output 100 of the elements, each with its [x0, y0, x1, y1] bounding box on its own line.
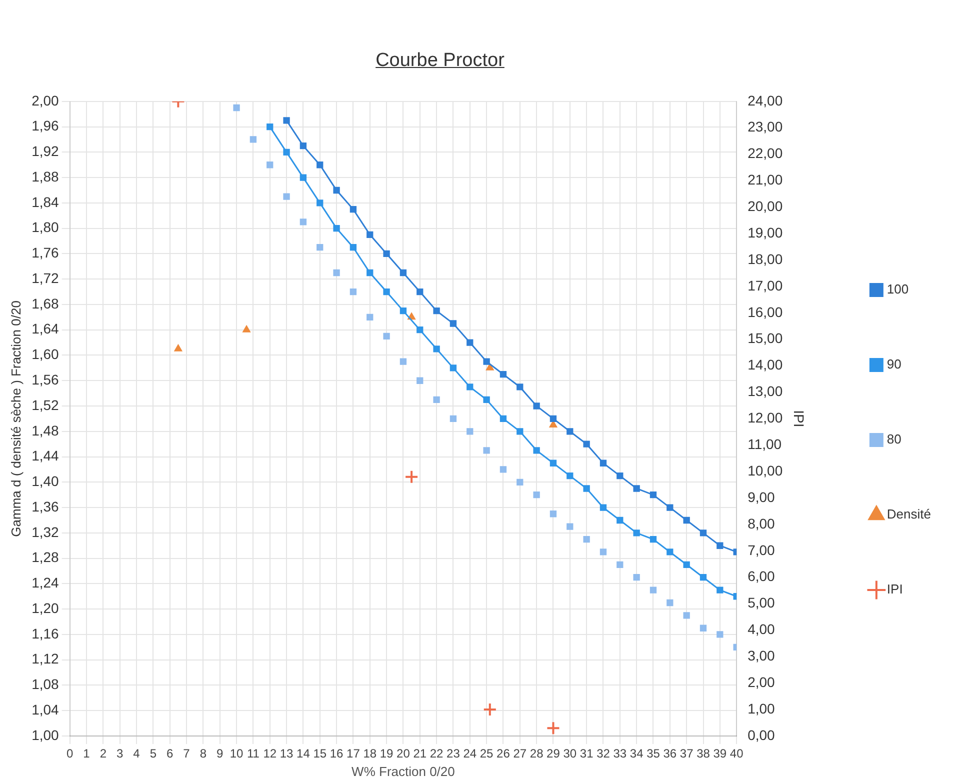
point: [450, 364, 457, 372]
point: [482, 702, 497, 717]
x-tick-label: 36: [663, 746, 677, 761]
point: [566, 523, 574, 530]
point: [716, 586, 724, 594]
y-tick-label: 2,00: [32, 92, 60, 108]
legend-label: 80: [886, 432, 902, 447]
y-tick-label: 1,24: [32, 574, 60, 591]
y2-tick-label: 21,00: [748, 172, 783, 188]
x-tick-label: 20: [396, 746, 410, 761]
point: [716, 542, 724, 549]
x-tick-label: 39: [713, 746, 727, 761]
point: [700, 530, 707, 536]
point: [483, 447, 490, 454]
point: [500, 415, 507, 422]
y2-tick-label: 15,00: [748, 330, 783, 346]
x-tick-label: 38: [696, 746, 710, 761]
y-tick-label: 1,80: [32, 219, 60, 236]
point: [316, 244, 324, 251]
point: [683, 612, 690, 619]
point: [566, 472, 574, 480]
point: [366, 231, 374, 238]
y2-tick-label: 11,00: [748, 436, 782, 452]
point: [400, 358, 407, 365]
point: [383, 332, 390, 340]
y2-tick-label: 23,00: [748, 118, 783, 135]
y2-tick-label: 6,00: [748, 568, 776, 584]
y-tick-label: 1,08: [32, 676, 60, 692]
point: [486, 363, 494, 370]
x-tick-label: 2: [100, 746, 107, 761]
point: [616, 472, 624, 480]
x-tick-label: 15: [313, 746, 327, 761]
y2-tick-label: 9,00: [748, 488, 776, 505]
y-tick-label: 1,20: [32, 600, 60, 616]
y-tick-label: 1,32: [32, 524, 60, 540]
point: [600, 548, 607, 556]
x-tick-label: 28: [530, 746, 544, 761]
y2-tick-label: 17,00: [748, 277, 783, 294]
point: [400, 269, 407, 276]
y2-tick-label: 22,00: [748, 145, 783, 162]
point: [383, 250, 390, 258]
point: [533, 447, 540, 454]
y2-tick-label: 10,00: [748, 462, 783, 478]
x-tick-label: 7: [183, 746, 190, 761]
point: [266, 123, 274, 130]
x-tick-label: 26: [496, 746, 510, 761]
point: [350, 288, 357, 296]
x-tick-label: 9: [216, 746, 224, 761]
y2-tick-label: 13,00: [748, 383, 783, 400]
point: [333, 186, 340, 194]
point: [483, 358, 490, 365]
y-tick-label: 1,84: [32, 194, 60, 210]
x-tick-label: 35: [646, 746, 660, 761]
x-tick-label: 29: [546, 746, 560, 761]
point: [242, 325, 250, 332]
x-tick-label: 33: [613, 746, 627, 761]
point: [450, 415, 457, 422]
y-tick-label: 1,68: [32, 295, 60, 312]
point: [533, 492, 540, 498]
y2-tick-label: 20,00: [748, 198, 783, 214]
point: [516, 428, 524, 435]
point: [416, 326, 424, 334]
point: [233, 104, 240, 112]
point: [283, 148, 290, 156]
y2-tick-label: 18,00: [748, 250, 783, 267]
point: [566, 428, 574, 435]
y2-tick-label: 5,00: [748, 594, 776, 611]
point: [466, 428, 474, 435]
point: [350, 244, 357, 251]
y-tick-label: 1,60: [32, 346, 60, 362]
y-tick-label: 1,44: [32, 448, 60, 464]
point: [550, 415, 557, 422]
y-tick-label: 1,28: [32, 549, 60, 566]
x-tick-label: 32: [596, 746, 610, 761]
y2-tick-label: 16,00: [748, 304, 783, 320]
y2-tick-label: 0,00: [748, 726, 776, 743]
point: [174, 344, 182, 352]
legend-label: 100: [886, 282, 909, 297]
x-tick-label: 40: [730, 746, 744, 761]
x-tick-label: 27: [513, 746, 527, 761]
y-tick-label: 1,52: [32, 396, 60, 413]
point: [466, 339, 474, 346]
x-tick-label: 3: [116, 746, 124, 761]
point: [283, 193, 290, 200]
x-tick-label: 37: [680, 746, 694, 761]
point: [633, 485, 640, 492]
y2-tick-label: 4,00: [748, 621, 776, 638]
y2-tick-label: 24,00: [748, 92, 783, 108]
point: [433, 396, 440, 403]
x-tick-label: 31: [580, 746, 594, 761]
x-tick-label: 24: [463, 746, 477, 761]
x-tick-label: 6: [166, 746, 174, 761]
x-tick-label: 14: [296, 746, 310, 761]
x-tick-label: 21: [413, 746, 427, 761]
point: [683, 516, 690, 524]
point: [500, 370, 507, 378]
legend-label: Densité: [886, 506, 931, 522]
legend-label: IPI: [886, 582, 903, 597]
x-tick-label: 11: [246, 746, 260, 761]
point: [600, 460, 607, 466]
